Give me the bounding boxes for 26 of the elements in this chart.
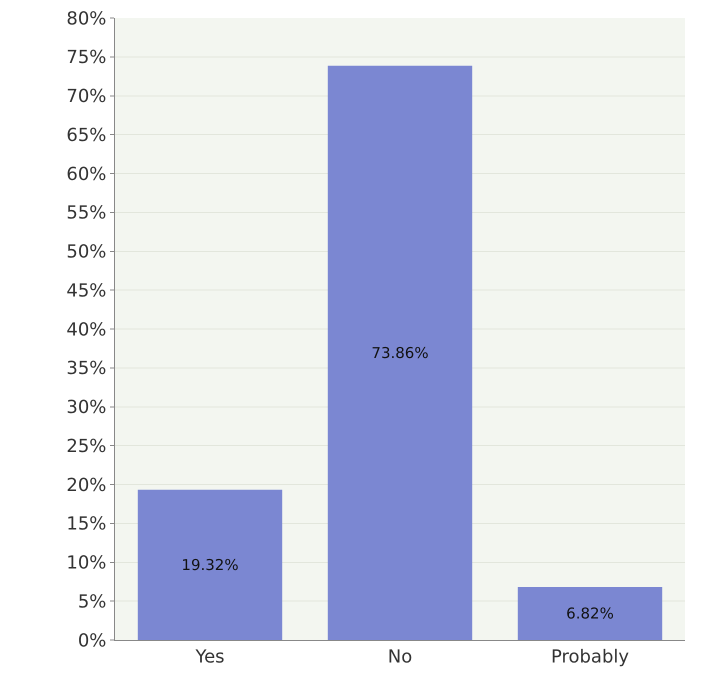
y-tick-label: 40% — [66, 319, 106, 340]
bar — [328, 66, 472, 640]
y-tick-label: 5% — [78, 591, 106, 612]
y-tick-label: 80% — [66, 8, 106, 30]
y-tick-label: 15% — [66, 514, 106, 535]
data-label: 73.86% — [371, 344, 429, 362]
y-tick-label: 30% — [66, 397, 106, 418]
bar — [518, 586, 662, 640]
x-tick-label: Probably — [550, 646, 630, 668]
y-tick-label: 25% — [66, 436, 106, 457]
y-tick-label: 75% — [66, 47, 106, 68]
y-tick-label: 55% — [66, 202, 106, 224]
y-tick-label: 65% — [66, 124, 106, 146]
x-tick-label: Yes — [194, 646, 225, 668]
bar — [138, 490, 282, 640]
y-tick-label: 20% — [66, 474, 106, 496]
y-tick-label: 60% — [66, 164, 106, 185]
y-tick-label: 35% — [66, 358, 106, 380]
y-tick-label: 50% — [66, 242, 106, 263]
y-tick-label: 45% — [66, 280, 106, 302]
x-tick-label: No — [388, 646, 412, 668]
y-tick-label: 70% — [66, 86, 106, 108]
data-label: 19.32% — [181, 556, 239, 574]
y-tick-label: 10% — [66, 552, 106, 574]
data-label: 6.82% — [566, 604, 614, 622]
y-tick-label: 0% — [78, 630, 106, 652]
